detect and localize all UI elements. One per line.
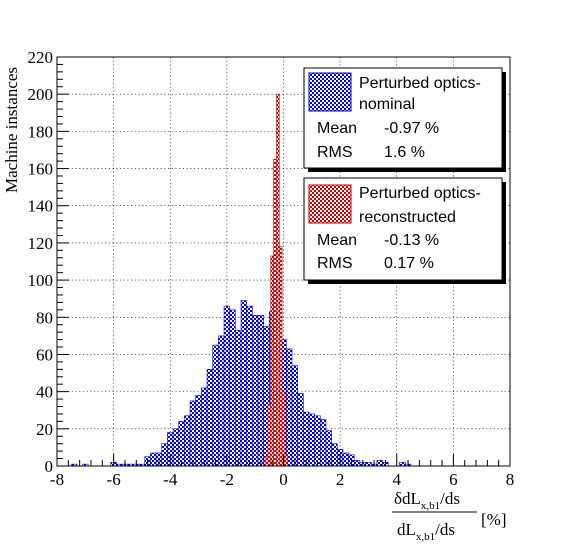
histogram-bar: [178, 421, 185, 467]
y-tick-label: 60: [36, 345, 53, 364]
legend-swatch-nominal: [308, 72, 352, 112]
y-tick-label: 100: [28, 271, 54, 290]
histogram-bar: [212, 344, 219, 467]
histogram-bar: [276, 93, 280, 467]
y-axis-title: Machine instances: [2, 67, 21, 193]
y-tick-label: 220: [28, 48, 54, 67]
x-title-denominator-tail: /ds: [435, 520, 455, 539]
histogram-bar: [267, 404, 272, 467]
svg-text:δdLx,b1/ds: δdLx,b1/ds: [394, 489, 460, 512]
x-title-unit: [%]: [481, 510, 506, 529]
histogram-bar: [257, 315, 264, 467]
x-tick-label: 8: [506, 470, 515, 489]
y-tick-label: 180: [28, 122, 54, 141]
x-tick-label: 2: [336, 470, 345, 489]
x-tick-label: -4: [163, 470, 178, 489]
x-title-numerator-tail: /ds: [440, 489, 460, 508]
legend-rms-value-reconstructed: 0.17 %: [384, 255, 434, 272]
svg-text:dLx,b1/ds: dLx,b1/ds: [397, 520, 455, 543]
x-tick-label: -8: [50, 470, 64, 489]
legend-box-reconstructed: Perturbed optics- reconstructed Mean -0.…: [303, 177, 506, 284]
histogram-bar: [399, 461, 406, 467]
histogram-bar: [303, 411, 310, 467]
histogram-bar: [273, 158, 277, 467]
legend-name-reconstructed-line1: Perturbed optics-: [359, 185, 481, 202]
legend-swatch-reconstructed: [308, 184, 352, 224]
histogram-bar: [246, 305, 253, 467]
histogram-bar: [229, 309, 236, 467]
histogram-bar: [223, 305, 231, 467]
histogram-bar: [172, 428, 180, 467]
legend-name-nominal-line1: Perturbed optics-: [359, 75, 481, 92]
histogram-bar: [291, 365, 298, 467]
histogram-bar: [195, 395, 202, 467]
histogram-bar: [270, 255, 274, 467]
y-tick-label: 0: [45, 457, 54, 476]
x-tick-label: -2: [220, 470, 234, 489]
y-tick-label: 80: [36, 308, 53, 327]
histogram-bar: [184, 415, 191, 467]
histogram-bar: [297, 393, 304, 467]
series-0: [70, 300, 412, 467]
histogram-bar: [235, 329, 242, 467]
tick-labels: -8 -6 -4 -2 0 2 4 6 8020406080100120140160180200…: [28, 48, 515, 489]
histogram-bar: [218, 335, 225, 467]
histogram-bar: [240, 300, 247, 467]
histogram-bar: [286, 348, 293, 467]
histogram-bar: [278, 246, 283, 467]
legend-rms-label-nominal: RMS: [317, 144, 353, 161]
legend-box-nominal: Perturbed optics- nominal Mean -0.97 % R…: [303, 67, 506, 172]
y-tick-label: 40: [36, 383, 53, 402]
histogram-bar: [201, 387, 208, 467]
histogram-bar: [376, 460, 383, 467]
histogram-bar: [264, 456, 269, 467]
x-title-numerator: δdL: [394, 489, 421, 508]
histogram-bar: [252, 315, 259, 467]
x-title-numerator-sub: x,b1: [421, 500, 440, 512]
histogram-bar: [314, 415, 321, 467]
histogram-bar: [161, 443, 168, 467]
legend-name-nominal-line2: nominal: [359, 96, 415, 113]
x-title-denominator: dL: [397, 520, 416, 539]
y-tick-label: 20: [36, 420, 53, 439]
histogram-bar: [320, 419, 327, 467]
y-tick-label: 200: [28, 85, 54, 104]
legend-mean-value-nominal: -0.97 %: [384, 120, 439, 137]
histogram-bar: [206, 369, 214, 467]
histogram-bar: [284, 454, 289, 467]
histogram-bar: [189, 400, 197, 467]
x-tick-label: 4: [393, 470, 402, 489]
legend-name-reconstructed-line2: reconstructed: [359, 209, 456, 226]
y-tick-label: 140: [28, 197, 54, 216]
legend-mean-value-reconstructed: -0.13 %: [384, 232, 439, 249]
y-tick-label: 120: [28, 234, 54, 253]
x-tick-label: -6: [107, 470, 121, 489]
legend-rms-value-nominal: 1.6 %: [384, 144, 425, 161]
x-tick-label: 0: [279, 470, 288, 489]
x-tick-label: 6: [449, 470, 458, 489]
histogram-bar: [365, 461, 372, 467]
legend-mean-label-reconstructed: Mean: [317, 232, 357, 249]
histogram-bar: [331, 443, 338, 467]
histogram-bar: [342, 452, 349, 467]
legend-rms-label-reconstructed: RMS: [317, 255, 353, 272]
axes: [56, 56, 511, 467]
histogram-bar: [308, 413, 315, 467]
legend-mean-label-nominal: Mean: [317, 120, 357, 137]
x-title-denominator-sub: x,b1: [416, 531, 435, 543]
y-tick-label: 160: [28, 160, 54, 179]
histogram-bar: [150, 452, 157, 467]
x-axis-title: δdLx,b1/ds dLx,b1/ds [%]: [392, 489, 506, 543]
histogram-bar: [353, 460, 361, 467]
